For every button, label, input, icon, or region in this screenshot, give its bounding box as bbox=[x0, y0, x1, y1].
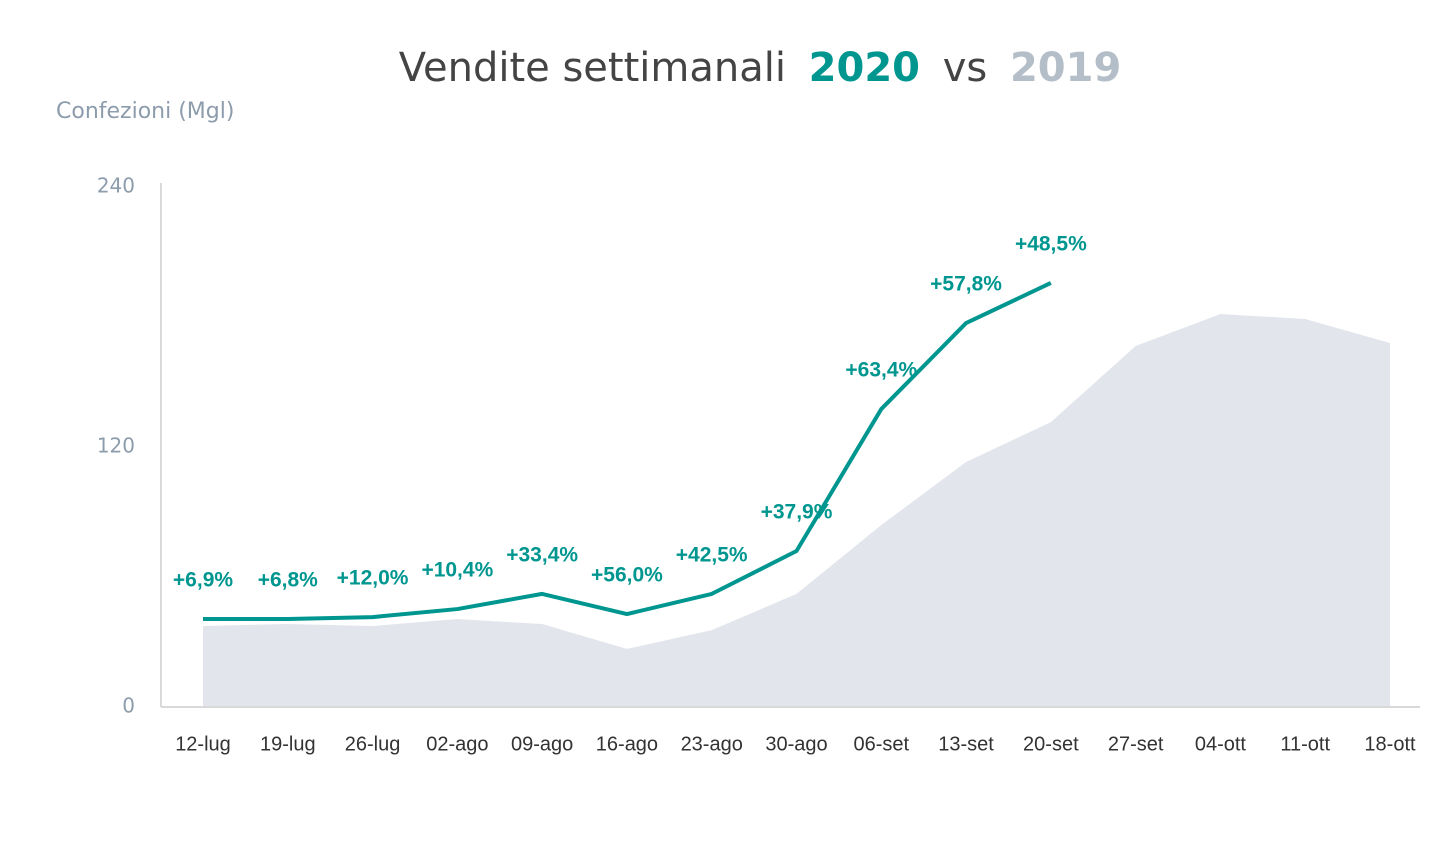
y-tick-label: 0 bbox=[122, 694, 135, 718]
x-tick-label: 26-lug bbox=[345, 733, 401, 755]
x-tick-label: 11-ott bbox=[1280, 733, 1330, 755]
annotation: +57,8% bbox=[930, 273, 1002, 296]
title-connector: vs bbox=[943, 45, 988, 91]
annotation: +6,8% bbox=[258, 569, 318, 592]
annotation: +48,5% bbox=[1015, 233, 1087, 256]
annotation: +63,4% bbox=[845, 359, 917, 382]
annotation: +12,0% bbox=[337, 567, 409, 590]
y-tick-label: 240 bbox=[97, 174, 135, 198]
plot bbox=[203, 281, 1390, 707]
area bbox=[203, 313, 1390, 707]
title-series: 2020 bbox=[809, 45, 920, 91]
y-tick-label: 120 bbox=[97, 434, 135, 458]
x-tick-label: 12-lug bbox=[175, 733, 231, 755]
x-tick-label: 18-ott bbox=[1364, 733, 1416, 755]
annotation: +37,9% bbox=[761, 501, 833, 524]
x-tick-label: 04-ott bbox=[1195, 733, 1247, 755]
annotation: +33,4% bbox=[506, 543, 578, 566]
annotation: +42,5% bbox=[676, 543, 748, 566]
x-tick-label: 20-set bbox=[1023, 733, 1079, 755]
annotation: +6,9% bbox=[173, 569, 233, 592]
y-axis-label: Confezioni (Mgl) bbox=[56, 99, 234, 124]
x-tick-label: 27-set bbox=[1108, 733, 1164, 755]
x-tick-label: 09-ago bbox=[511, 733, 573, 755]
x-tick-label: 30-ago bbox=[765, 733, 827, 755]
x-tick-label: 06-set bbox=[853, 733, 909, 755]
title-text: Vendite settimanali bbox=[399, 45, 786, 91]
x-tick-label: 23-ago bbox=[681, 733, 743, 755]
x-tick-label: 19-lug bbox=[260, 733, 316, 755]
line bbox=[203, 281, 1052, 622]
x-tick-label: 16-ago bbox=[596, 733, 658, 755]
title-series: 2019 bbox=[1010, 45, 1121, 91]
annotation: +56,0% bbox=[591, 564, 663, 587]
chart-title: Vendite settimanali 2020 vs 2019 bbox=[399, 45, 1122, 91]
x-tick-label: 02-ago bbox=[426, 733, 488, 755]
annotation: +10,4% bbox=[421, 559, 493, 582]
x-tick-label: 13-set bbox=[938, 733, 994, 755]
